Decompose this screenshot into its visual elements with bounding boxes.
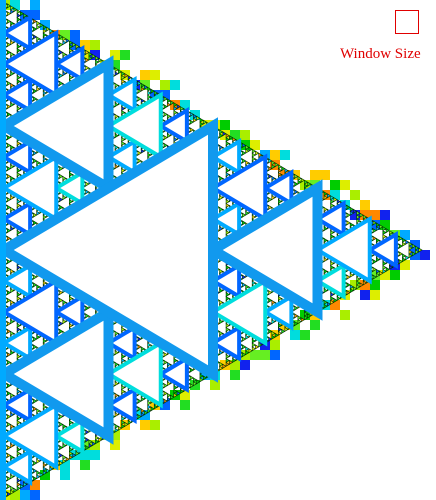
- window-size-label: Window Size: [340, 46, 421, 62]
- fractal-left-stripe: [0, 0, 6, 500]
- fractal-triangles: [0, 1, 423, 499]
- window-size-button[interactable]: Window Size: [332, 6, 432, 66]
- window-size-square-icon: [395, 10, 419, 34]
